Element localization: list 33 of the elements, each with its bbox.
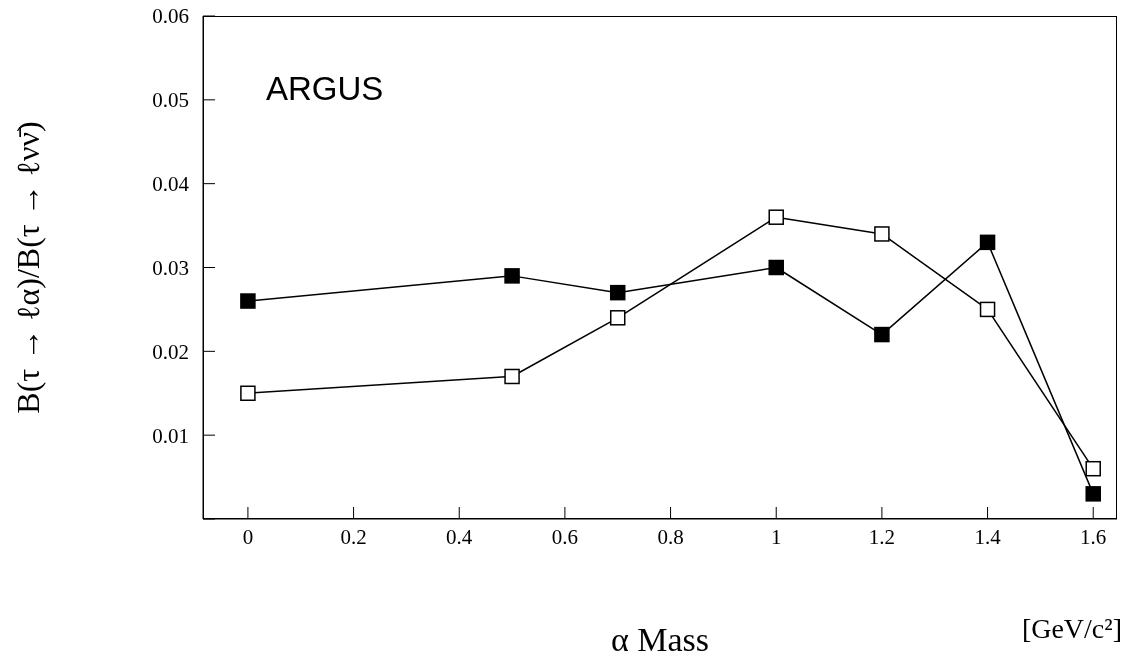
point	[979, 301, 996, 318]
y-tick-label: 0.01	[152, 423, 189, 448]
y-tick-label: 0.02	[152, 339, 189, 364]
annotation: ARGUS	[266, 70, 384, 108]
point	[979, 234, 996, 251]
point	[240, 293, 256, 309]
x-tick-label: 1	[770, 524, 782, 549]
text: [GeV/c²]	[1021, 613, 1122, 645]
point	[1085, 486, 1101, 502]
point	[874, 326, 890, 343]
x-tick-label: 1.4	[974, 524, 1002, 549]
x-tick-label: 0	[242, 524, 254, 549]
x-axis-title: α Mass	[610, 621, 710, 658]
point	[768, 209, 784, 225]
x-tick-label: 0.2	[340, 524, 367, 549]
point	[504, 368, 520, 385]
x-tick-label: 0.4	[446, 524, 473, 549]
x-tick-label: 1.6	[1080, 524, 1107, 549]
point	[1085, 460, 1101, 477]
y-tick-label: 0.05	[152, 88, 189, 113]
y-axis-title: B(τ → ℓα)/B(τ → ℓνν̄)	[10, 121, 47, 414]
x-tick-label: 0.8	[657, 524, 684, 549]
point	[609, 310, 626, 326]
point	[609, 284, 626, 301]
point	[768, 259, 784, 276]
point	[504, 268, 520, 284]
y-tick-label: 0.04	[152, 172, 190, 197]
x-tick-label: 1.2	[868, 524, 896, 549]
y-tick-label: 0.03	[152, 255, 189, 280]
point	[240, 385, 256, 401]
point	[874, 226, 890, 242]
y-tick-label: 0.06	[152, 4, 189, 29]
x-tick-label: 0.6	[551, 524, 579, 549]
